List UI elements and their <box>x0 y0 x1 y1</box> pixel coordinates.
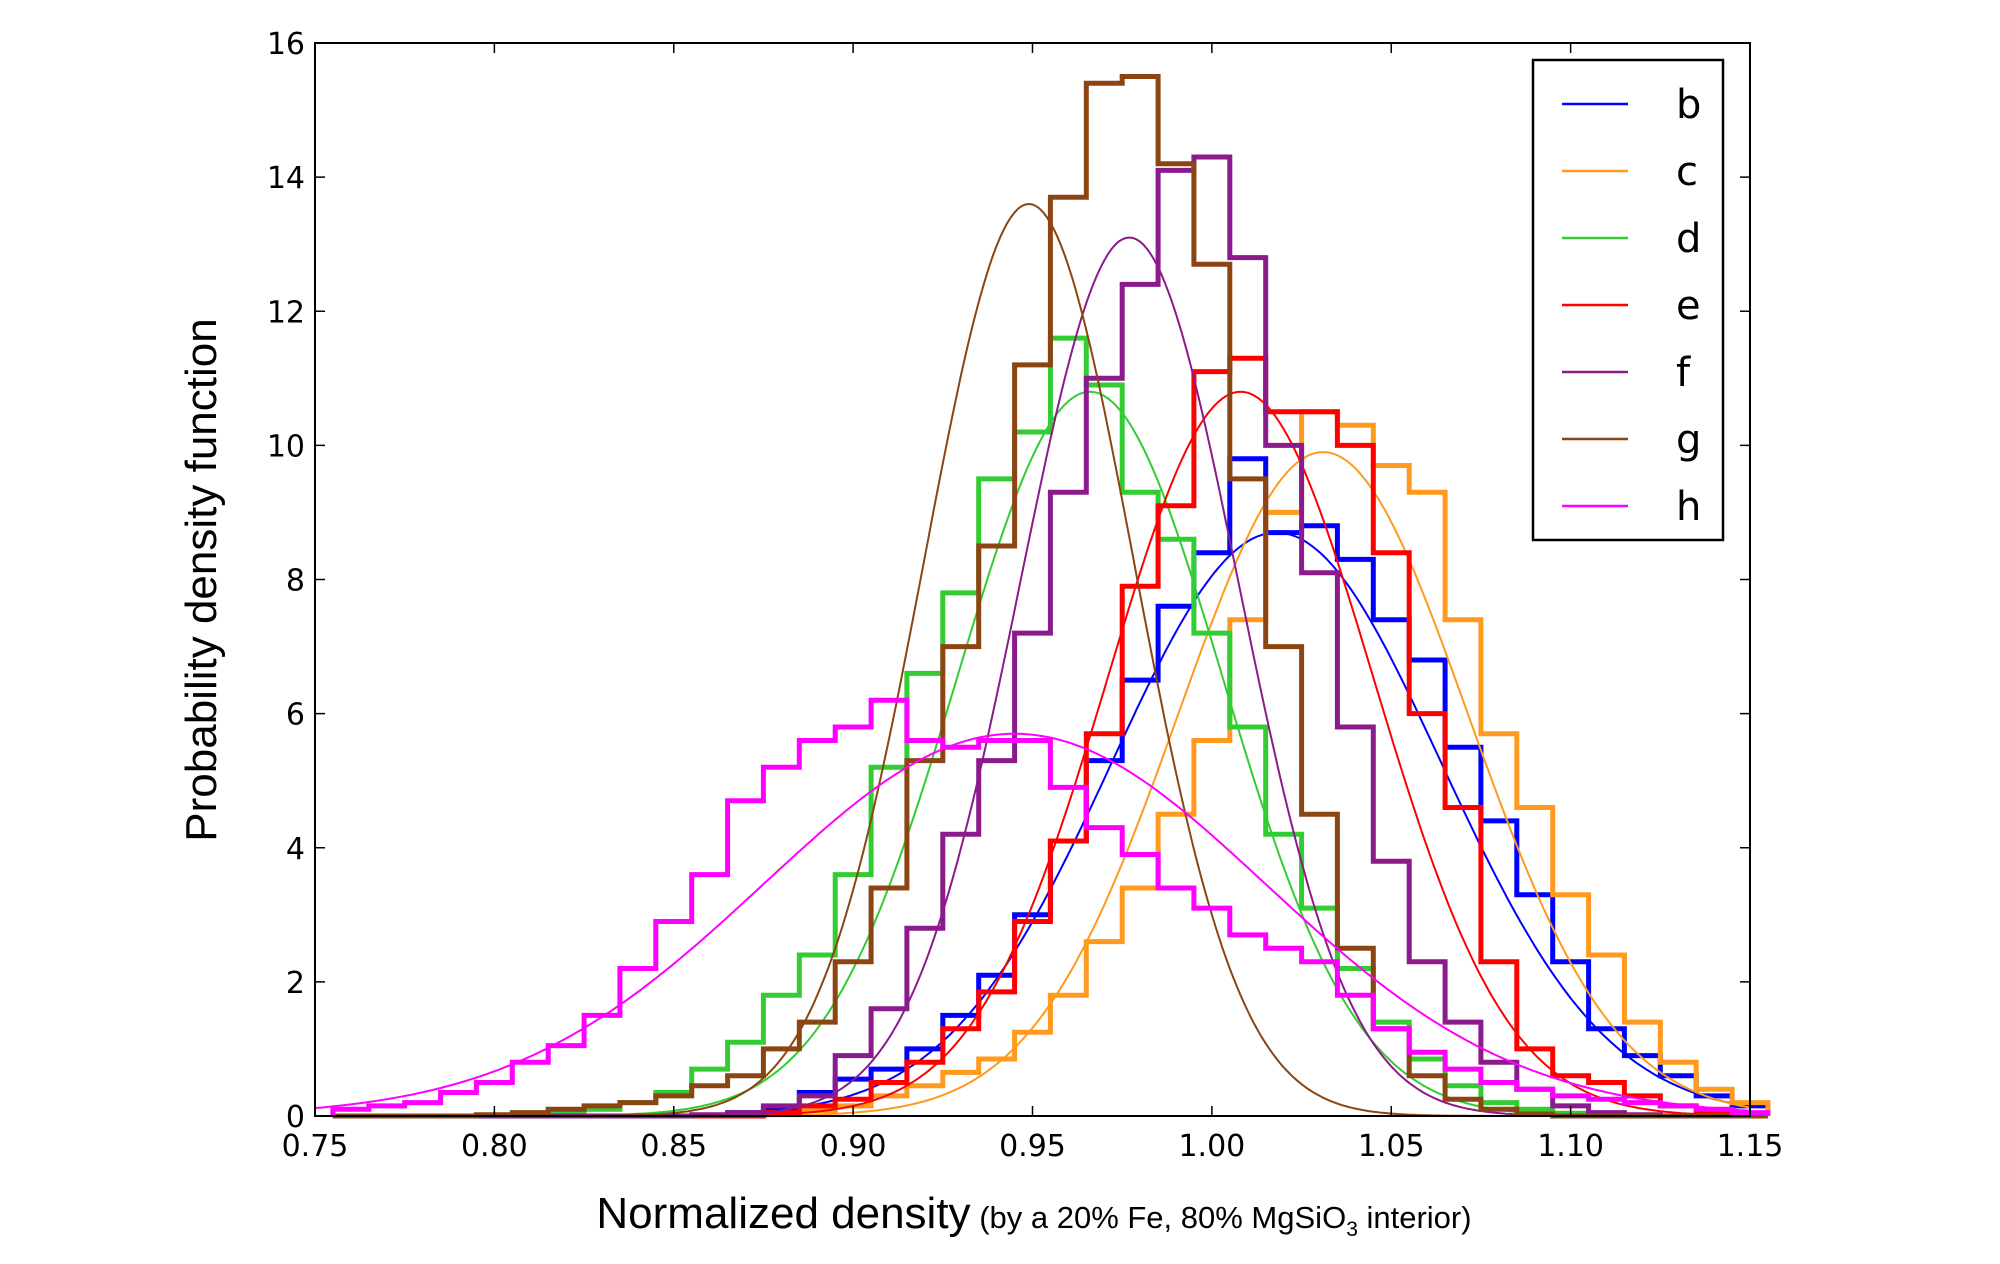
x-axis-title: Normalized density (by a 20% Fe, 80% MgS… <box>596 1189 1471 1241</box>
y-tick-label-7: 14 <box>267 161 305 196</box>
x-tick-label-5: 1.00 <box>1178 1129 1245 1164</box>
legend-label-e: e <box>1676 283 1701 329</box>
legend-label-b: b <box>1676 82 1701 128</box>
x-tick-label-0: 0.75 <box>282 1129 349 1164</box>
x-tick-label-8: 1.15 <box>1717 1129 1784 1164</box>
legend-entry-g: g <box>1562 417 1701 463</box>
y-tick-label-6: 12 <box>267 295 305 330</box>
y-tick-label-1: 2 <box>286 966 305 1001</box>
x-axis-label-main: Normalized density <box>596 1189 970 1238</box>
y-axis-title: Probability density function <box>177 318 226 841</box>
x-tick-label-7: 1.10 <box>1537 1129 1604 1164</box>
x-axis-note-subscript: 3 <box>1346 1218 1358 1241</box>
legend-entry-h: h <box>1562 484 1701 530</box>
x-tick-label-2: 0.85 <box>640 1129 707 1164</box>
tick-layer: 0.75 0.80 0.85 0.90 0.95 1.00 1.05 1.10 1.15 0 2 4 6… <box>267 27 1784 1164</box>
legend-entry-e: e <box>1562 283 1701 329</box>
histogram-g <box>332 74 1768 1119</box>
x-tick-label-1: 0.80 <box>461 1129 528 1164</box>
x-axis-label-note: (by a 20% Fe, 80% MgSiO3 interior) <box>971 1200 1472 1241</box>
y-tick-label-8: 16 <box>267 27 305 62</box>
legend-label-c: c <box>1676 149 1698 195</box>
legend-label-f: f <box>1676 350 1691 396</box>
legend-entry-c: c <box>1562 149 1698 195</box>
y-tick-label-3: 6 <box>286 698 305 733</box>
series-h <box>314 697 1771 1116</box>
x-tick-label-3: 0.90 <box>820 1129 887 1164</box>
x-axis-note-prefix: (by a 20% Fe, 80% MgSiO <box>979 1200 1346 1235</box>
legend-entry-f: f <box>1562 350 1691 396</box>
y-tick-label-0: 0 <box>286 1100 305 1135</box>
y-tick-label-5: 10 <box>267 429 305 464</box>
x-tick-label-4: 0.95 <box>999 1129 1066 1164</box>
x-tick-label-6: 1.05 <box>1358 1129 1425 1164</box>
legend-entry-b: b <box>1562 82 1701 128</box>
y-tick-label-2: 4 <box>286 832 305 867</box>
legend-label-d: d <box>1676 216 1701 262</box>
histogram-h <box>330 697 1771 1116</box>
legend-label-h: h <box>1676 484 1701 530</box>
fit-curve-h <box>314 732 1751 1112</box>
legend-entry-d: d <box>1562 216 1701 262</box>
y-tick-label-4: 8 <box>286 564 305 599</box>
legend-box <box>1531 58 1725 542</box>
legend-label-g: g <box>1676 417 1701 463</box>
x-axis-note-suffix: interior) <box>1358 1200 1472 1235</box>
